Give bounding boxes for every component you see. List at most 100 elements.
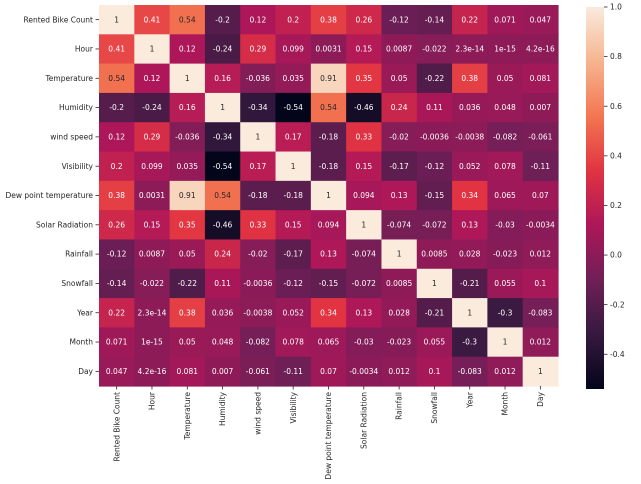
cell-annotation-6-8: 0.13 — [391, 191, 408, 200]
heatmap-cell-5-3 — [204, 151, 241, 182]
heatmap-cell-0-7 — [346, 5, 383, 35]
heatmap-cell-8-3 — [204, 239, 241, 270]
cell-annotation-4-2: -0.036 — [175, 132, 199, 141]
heatmap-cell-3-7 — [346, 92, 383, 123]
cell-annotation-10-8: 0.028 — [388, 308, 410, 317]
heatmap-cell-8-5 — [275, 239, 312, 270]
colorbar-tick-label: -0.2 — [610, 300, 625, 309]
cell-annotation-5-4: 0.17 — [250, 162, 267, 171]
cell-annotation-4-0: 0.12 — [108, 132, 125, 141]
cell-annotation-8-0: -0.12 — [107, 250, 127, 259]
cell-annotation-10-5: 0.052 — [282, 308, 304, 317]
heatmap-cell-1-3 — [204, 34, 241, 65]
heatmap-cell-12-6 — [310, 356, 347, 387]
colorbar-tick-label: 0.8 — [610, 52, 622, 61]
heatmap-cell-1-8 — [381, 34, 418, 65]
heatmap-cell-5-8 — [381, 151, 418, 182]
cell-annotation-5-1: 0.099 — [141, 162, 163, 171]
heatmap-cell-11-6 — [310, 327, 347, 358]
cell-annotation-6-6: 1 — [326, 191, 331, 200]
cell-annotation-2-4: -0.036 — [246, 74, 270, 83]
heatmap-cell-2-10 — [452, 63, 488, 94]
heatmap-cell-10-6 — [310, 298, 347, 328]
cell-annotation-3-12: 0.007 — [530, 103, 552, 112]
heatmap-cell-2-9 — [416, 63, 453, 94]
cell-annotation-1-5: 0.099 — [282, 45, 304, 54]
heatmap-cell-5-5 — [275, 151, 312, 182]
cell-annotation-9-10: -0.21 — [460, 279, 480, 288]
cell-annotation-5-6: -0.18 — [319, 162, 339, 171]
x-tick-label: Visibility — [289, 391, 298, 423]
x-tick-label: Day — [536, 391, 545, 406]
heatmap-cell-6-7 — [346, 180, 383, 211]
cell-annotation-6-9: -0.15 — [425, 191, 445, 200]
cell-annotation-1-9: -0.022 — [422, 45, 446, 54]
y-tick-labels: Rented Bike Count Hour Temperature Humidity… — [5, 15, 99, 376]
heatmap-cell-8-2 — [169, 239, 206, 270]
cell-annotation-12-12: 1 — [538, 367, 543, 376]
cell-annotation-8-8: 1 — [397, 250, 402, 259]
cell-annotation-7-5: 0.15 — [285, 220, 302, 229]
heatmap-cell-1-2 — [169, 34, 206, 65]
heatmap-cell-9-6 — [310, 268, 347, 299]
cell-annotation-11-10: -0.3 — [462, 338, 477, 347]
cell-annotation-4-8: -0.02 — [389, 132, 409, 141]
cell-annotation-0-2: 0.54 — [179, 15, 196, 24]
cell-annotation-9-12: 0.1 — [534, 279, 546, 288]
y-tick-label: Rainfall — [65, 250, 93, 259]
cell-annotation-7-0: 0.26 — [108, 220, 125, 229]
heatmap-cell-12-5 — [275, 356, 312, 387]
cell-annotation-4-11: -0.082 — [493, 132, 517, 141]
cell-annotation-11-4: -0.082 — [246, 338, 270, 347]
cell-annotation-6-4: -0.18 — [248, 191, 268, 200]
heatmap-cell-9-7 — [346, 268, 383, 299]
heatmap-cell-5-12 — [522, 151, 559, 182]
heatmap-cell-4-10 — [452, 122, 488, 153]
cell-annotation-11-9: 0.055 — [424, 338, 446, 347]
cell-annotation-12-10: -0.083 — [458, 367, 482, 376]
cell-annotation-9-7: -0.072 — [352, 279, 376, 288]
heatmap-cell-6-2 — [169, 180, 206, 211]
cell-annotation-7-2: 0.35 — [179, 220, 196, 229]
y-tick-label: wind speed — [50, 132, 93, 141]
heatmap-cell-8-0 — [99, 239, 135, 270]
colorbar-tick-label: 0.2 — [610, 201, 622, 210]
cell-annotation-3-2: 0.16 — [179, 103, 196, 112]
heatmap-cell-0-11 — [487, 5, 524, 35]
cell-annotation-6-0: 0.38 — [108, 191, 125, 200]
colorbar-tick-label: 1.0 — [610, 3, 622, 12]
heatmap-cell-1-12 — [522, 34, 559, 65]
heatmap-cell-4-0 — [99, 122, 135, 153]
cell-annotation-6-12: 0.07 — [532, 191, 549, 200]
cell-annotation-10-12: -0.083 — [528, 308, 552, 317]
heatmap-cell-1-0 — [99, 34, 135, 65]
y-tick-label: Month — [69, 338, 93, 347]
heatmap-cell-4-9 — [416, 122, 453, 153]
cell-annotation-5-9: -0.12 — [425, 162, 445, 171]
cell-annotation-6-10: 0.34 — [461, 191, 478, 200]
cell-annotation-1-4: 0.29 — [250, 45, 267, 54]
heatmap-cell-0-4 — [240, 5, 277, 35]
cell-annotation-10-7: 0.13 — [355, 308, 372, 317]
cell-annotation-0-4: 0.12 — [250, 15, 267, 24]
heatmap-cell-3-12 — [522, 92, 559, 123]
cell-annotation-2-9: -0.22 — [425, 74, 445, 83]
heatmap-cell-3-3 — [204, 92, 241, 123]
cell-annotation-3-11: 0.048 — [494, 103, 516, 112]
heatmap-cell-9-4 — [240, 268, 277, 299]
heatmap-cell-7-0 — [99, 210, 135, 241]
cell-annotation-5-5: 1 — [291, 162, 296, 171]
heatmap-cell-9-12 — [522, 268, 559, 299]
y-tick-label: Day — [78, 367, 93, 376]
heatmap-cell-5-0 — [99, 151, 135, 182]
colorbar-tick-label: 0.4 — [610, 151, 622, 160]
heatmap-cell-8-4 — [240, 239, 277, 270]
cell-annotation-2-10: 0.38 — [461, 74, 478, 83]
heatmap-cell-7-6 — [310, 210, 347, 241]
cell-annotation-1-6: 0.0031 — [315, 45, 341, 54]
heatmap-cell-6-6 — [310, 180, 347, 211]
y-tick-label: Rented Bike Count — [23, 15, 93, 24]
cell-annotation-7-9: -0.072 — [422, 220, 446, 229]
heatmap-cell-12-4 — [240, 356, 277, 387]
heatmap-cell-0-5 — [275, 5, 312, 35]
